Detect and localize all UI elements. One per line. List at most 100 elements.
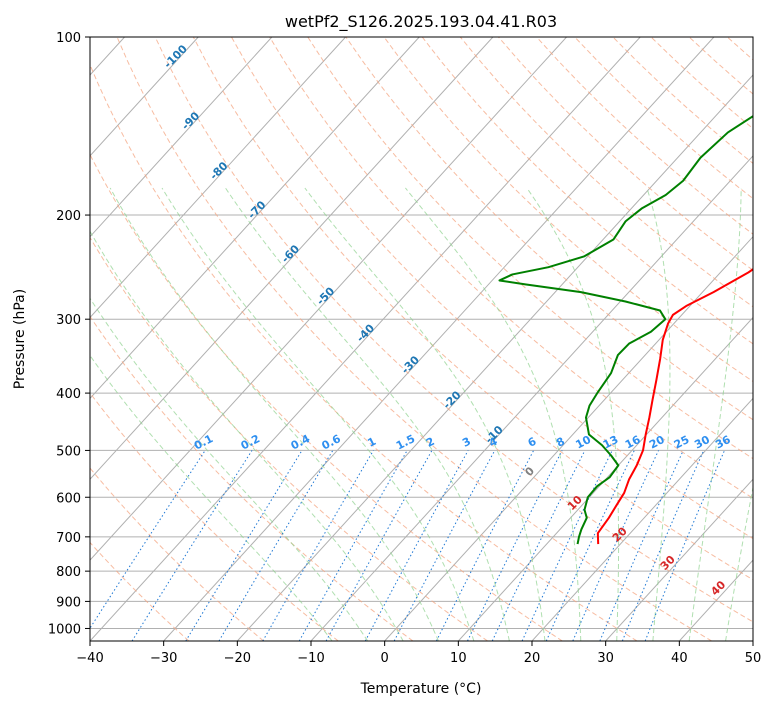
isotherm-line [752, 640, 753, 641]
dry-adiabat-line [459, 37, 753, 308]
y-tick-label: 600 [56, 491, 81, 506]
x-tick-label: 20 [524, 651, 541, 666]
mixing-ratio-line [298, 450, 408, 641]
mixing-ratio-label: 25 [672, 433, 692, 452]
isotherm-line [384, 235, 753, 641]
x-tick-label: 0 [381, 651, 389, 666]
isotherm-line [90, 37, 567, 561]
temperature-line-label: 20 [610, 524, 630, 544]
isotherm-line [236, 74, 753, 641]
mixing-ratio-line [467, 450, 563, 641]
moist-adiabat-line [405, 187, 582, 641]
isotherm-line [90, 37, 199, 157]
temperature-line-label: 40 [708, 578, 728, 598]
mixing-ratio-line [644, 450, 725, 641]
dry-adiabat-line [269, 37, 753, 499]
isotherm-line [457, 316, 753, 641]
mixing-ratio-line [364, 450, 469, 641]
x-tick-label: 40 [671, 651, 688, 666]
axes: −40 −30 −20 −10 0 10 20 30 40 5010020030040050060… [48, 31, 761, 666]
profile-lines [498, 114, 753, 545]
moist-adiabat-line [646, 187, 671, 641]
x-tick-label: −20 [224, 651, 251, 666]
mixing-ratio-line [262, 450, 374, 641]
temperature-profile-line [596, 268, 753, 545]
background-lines [90, 37, 753, 641]
x-tick-label: −40 [76, 651, 103, 666]
mixing-ratio-label: 20 [647, 433, 667, 452]
y-axis-title: Pressure (hPa) [12, 289, 28, 389]
x-axis-title: Temperature (°C) [360, 681, 482, 697]
dry-adiabat-label: -100 [161, 42, 190, 71]
dry-adiabat-line [536, 37, 753, 235]
mixing-ratio-label: 16 [623, 433, 643, 452]
y-tick-label: 800 [56, 565, 81, 580]
mixing-ratio-line [131, 450, 253, 641]
temperature-line-label: 30 [658, 553, 678, 573]
isotherm-line [90, 37, 420, 400]
moist-adiabat-line [526, 187, 620, 641]
mixing-ratio-label: 6 [526, 435, 539, 450]
temperature-line-label: 0 [523, 464, 538, 479]
dry-adiabat-label: -40 [354, 321, 377, 344]
dry-adiabat-line [90, 153, 563, 641]
isotherm-line [531, 397, 753, 641]
dry-adiabat-line [90, 315, 414, 641]
mixing-ratio-line [90, 450, 206, 630]
dry-adiabat-label: -80 [207, 159, 230, 182]
isotherm-line [90, 37, 641, 641]
moist-adiabat-line [109, 187, 439, 641]
dry-adiabat-label: -60 [279, 242, 302, 265]
y-tick-label: 700 [56, 531, 81, 546]
dry-adiabat-line [90, 63, 638, 641]
x-tick-label: −30 [150, 651, 177, 666]
moist-adiabat-line [225, 187, 510, 641]
dry-adiabat-line [421, 37, 753, 345]
moist-adiabat-line [90, 354, 333, 641]
dry-adiabat-line [90, 236, 488, 641]
y-tick-label: 900 [56, 595, 81, 610]
mixing-ratio-label: 10 [574, 433, 594, 452]
isotherm-line [90, 37, 346, 319]
x-tick-label: 10 [450, 651, 467, 666]
dry-adiabat-line [154, 37, 753, 623]
mixing-ratio-label: 36 [713, 433, 733, 452]
dry-adiabat-line [688, 37, 753, 95]
moist-adiabat-line [688, 187, 742, 641]
dry-adiabat-line [231, 37, 753, 540]
dewpoint-profile-line [498, 114, 753, 545]
moist-adiabat-line [90, 230, 404, 641]
dry-adiabat-label: -20 [440, 388, 463, 411]
x-tick-label: −10 [297, 651, 324, 666]
mixing-ratio-label: 3 [460, 435, 473, 450]
mixing-ratio-label: 0.6 [320, 432, 344, 453]
y-tick-label: 400 [56, 387, 81, 402]
moist-adiabat-line [161, 187, 475, 641]
x-tick-label: 50 [745, 651, 762, 666]
mixing-ratio-line [325, 450, 433, 641]
mixing-ratio-label: 30 [692, 433, 712, 452]
chart-title: wetPf2_S126.2025.193.04.41.R03 [285, 12, 557, 32]
dry-adiabat-line [574, 37, 753, 200]
dry-adiabat-line [383, 37, 753, 383]
x-tick-label: 30 [597, 651, 614, 666]
mixing-ratio-line [491, 450, 586, 641]
mixing-ratio-line [185, 450, 303, 641]
dry-adiabat-label: -30 [399, 353, 422, 376]
isotherm-line [90, 37, 273, 238]
dry-adiabat-label: -90 [179, 109, 202, 132]
isotherm-line [605, 478, 753, 641]
dry-adiabat-line [307, 37, 753, 460]
mixing-ratio-line [435, 450, 535, 641]
isotherm-line [163, 37, 715, 641]
isotherm-line [90, 37, 494, 481]
dry-adiabat-line [116, 37, 712, 641]
y-tick-label: 300 [56, 313, 81, 328]
isotherm-line [678, 559, 753, 641]
moist-adiabat-line [90, 297, 369, 641]
mixing-ratio-label: 1 [365, 435, 378, 450]
y-tick-label: 500 [56, 444, 81, 459]
dry-adiabat-line [90, 541, 190, 641]
dry-adiabat-line [650, 37, 753, 130]
